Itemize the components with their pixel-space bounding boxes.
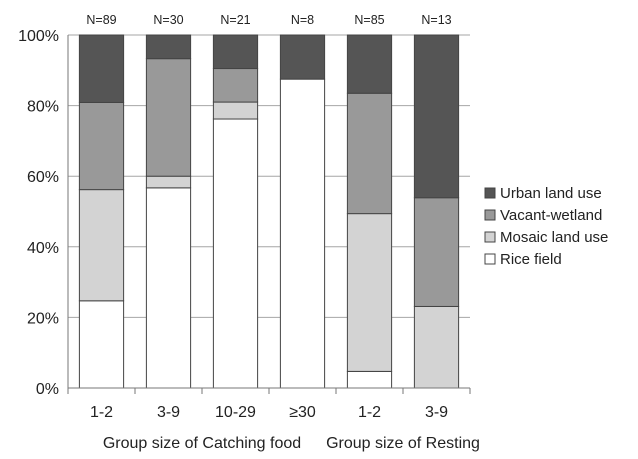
sample-size-label: N=89 <box>86 13 116 27</box>
x-tick-label: 10-29 <box>215 404 256 421</box>
bar-segment <box>279 78 326 389</box>
bar-segment <box>413 34 460 199</box>
group-label: Group size of Resting <box>326 435 480 452</box>
y-tick-label: 20% <box>27 310 59 327</box>
x-tick-label: 3-9 <box>425 404 448 421</box>
bar-segment <box>145 175 192 189</box>
y-tick-labels: 0% 20% 40% 60% 80% 100% <box>18 28 59 398</box>
y-tick-label: 40% <box>27 240 59 257</box>
legend-swatch <box>484 231 496 243</box>
legend-label: Mosaic land use <box>500 229 608 246</box>
axes <box>67 35 471 394</box>
bar-segment <box>212 68 259 103</box>
bar-segment <box>145 58 192 177</box>
bar-segment <box>212 101 259 120</box>
x-tick-label: 1-2 <box>358 404 381 421</box>
x-tick-label: 3-9 <box>157 404 180 421</box>
sample-size-label: N=8 <box>291 13 314 27</box>
group-label: Group size of Catching food <box>103 435 301 452</box>
legend-swatch <box>484 253 496 265</box>
legend-label: Rice field <box>500 251 562 268</box>
bar-segment <box>346 92 393 215</box>
bar-segment <box>346 370 393 389</box>
bar-segment <box>212 34 259 70</box>
x-tick-labels: 1-2 3-9 10-29 ≥30 1-2 3-9 <box>90 404 448 421</box>
x-tick-label: 1-2 <box>90 404 113 421</box>
bar-segment <box>413 305 460 389</box>
bar-segment <box>78 189 125 302</box>
bar-segment <box>78 34 125 103</box>
x-tick-label: ≥30 <box>289 404 316 421</box>
n-labels: N=89 N=30 N=21 N=8 N=85 N=13 <box>86 13 451 27</box>
group-labels: Group size of Catching food Group size of… <box>103 435 480 452</box>
y-tick-label: 0% <box>36 381 59 398</box>
bar-segment <box>145 34 192 60</box>
legend-label: Urban land use <box>500 185 602 202</box>
bar-segment <box>212 118 259 389</box>
sample-size-label: N=30 <box>153 13 183 27</box>
bar-segment <box>78 101 125 191</box>
y-tick-label: 60% <box>27 169 59 186</box>
bar-segment <box>145 187 192 389</box>
legend-swatch <box>484 187 496 199</box>
sample-size-label: N=13 <box>421 13 451 27</box>
bar-segment <box>346 34 393 94</box>
sample-size-label: N=21 <box>220 13 250 27</box>
bar-segment <box>78 300 125 389</box>
y-tick-label: 100% <box>18 28 59 45</box>
y-tick-label: 80% <box>27 99 59 116</box>
bar-segment <box>346 213 393 372</box>
legend: Urban land use Vacant-wetland Mosaic land … <box>484 185 608 268</box>
legend-swatch <box>484 209 496 221</box>
bar-segment <box>413 197 460 307</box>
sample-size-label: N=85 <box>354 13 384 27</box>
bar-segment <box>279 34 326 80</box>
bars <box>78 34 460 389</box>
gridlines <box>68 34 470 389</box>
legend-label: Vacant-wetland <box>500 207 602 224</box>
